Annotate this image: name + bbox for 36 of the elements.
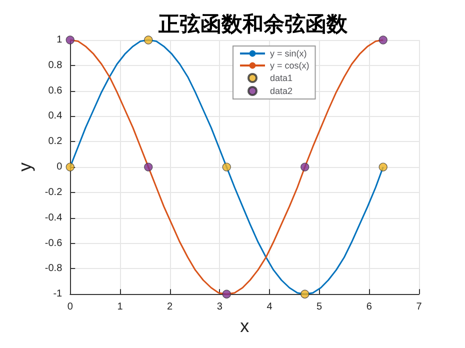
y-tick-label: 0.8	[48, 60, 63, 71]
y-tick-label: -1	[53, 288, 63, 300]
x-tick-label: 2	[167, 302, 174, 313]
x-tick-label: 4	[266, 302, 273, 313]
legend-label: y = cos(x)	[270, 60, 310, 70]
legend-label: y = sin(x)	[270, 48, 307, 58]
y-tick-label: -0.6	[44, 238, 63, 249]
legend-label: data2	[270, 86, 293, 96]
point	[378, 162, 388, 172]
x-tick-label: 7	[416, 302, 422, 313]
legend-label: data1	[270, 73, 293, 83]
y-tick-label: -0.8	[44, 263, 63, 274]
x-axis-title: x	[240, 316, 250, 336]
point	[300, 162, 310, 172]
point	[144, 162, 153, 172]
point	[66, 36, 74, 44]
chart-title: 正弦函数和余弦函数	[158, 11, 348, 36]
point	[300, 290, 310, 298]
y-tick-label: -0.2	[44, 186, 63, 198]
x-tick-label: 5	[316, 302, 323, 313]
point	[378, 36, 388, 44]
y-tick-label: 0.6	[48, 85, 63, 96]
y-tick-label: 0.4	[48, 110, 63, 122]
x-tick-label: 0	[67, 302, 74, 313]
point	[144, 36, 153, 44]
x-tick-label: 3	[216, 302, 223, 313]
point	[222, 162, 231, 172]
y-axis-title: y	[15, 162, 35, 172]
y-tick-label: -0.4	[44, 212, 63, 224]
x-tick-label: 1	[117, 302, 124, 313]
point	[222, 290, 231, 298]
y-tick-label: 1	[56, 34, 63, 46]
y-tick-label: 0.2	[48, 136, 63, 148]
y-tick-label: 0	[56, 162, 63, 173]
x-tick-label: 6	[366, 302, 372, 313]
point	[66, 162, 74, 172]
